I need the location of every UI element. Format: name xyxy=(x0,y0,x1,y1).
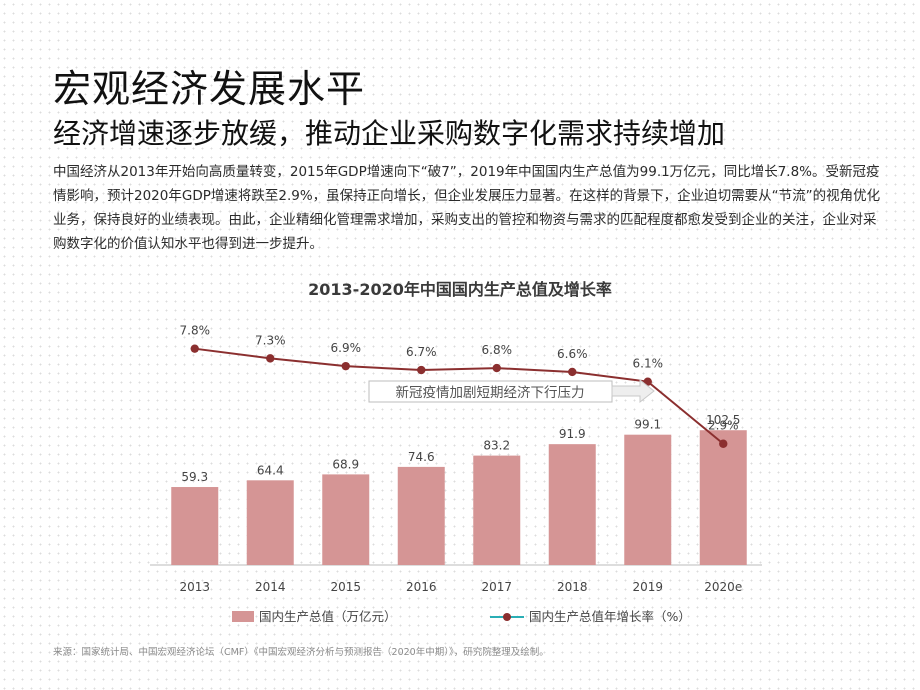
growth-label-2014: 7.3% xyxy=(255,333,286,347)
bar-2019 xyxy=(624,434,672,565)
x-tick-2019: 2019 xyxy=(632,580,663,594)
legend-bar-swatch xyxy=(232,611,254,622)
legend-line-label: 国内生产总值年增长率（%） xyxy=(529,609,691,624)
x-tick-2020e: 2020e xyxy=(704,580,742,594)
growth-point-2015 xyxy=(341,361,350,371)
bar-2013 xyxy=(171,487,219,565)
growth-label-2015: 6.9% xyxy=(331,341,362,355)
growth-point-2020e xyxy=(719,439,728,448)
x-tick-2015: 2015 xyxy=(330,580,361,594)
growth-point-2019 xyxy=(643,377,652,386)
legend-bar-label: 国内生产总值（万亿元） xyxy=(259,609,397,624)
bar-label-2013: 59.3 xyxy=(181,470,208,484)
growth-label-2019: 6.1% xyxy=(633,357,664,371)
growth-rate-line xyxy=(194,347,724,445)
x-tick-2018: 2018 xyxy=(557,580,588,594)
chart-title: 2013-2020年中国国内生产总值及增长率 xyxy=(308,280,612,299)
x-tick-2017: 2017 xyxy=(481,580,512,594)
bar-2018 xyxy=(548,444,596,565)
growth-point-2016 xyxy=(417,365,426,375)
growth-label-2016: 6.7% xyxy=(406,345,437,359)
bar-2016 xyxy=(397,466,445,565)
body-paragraph: 中国经济从2013年开始向高质量转变，2015年GDP增速向下“破7”，2019… xyxy=(53,164,881,252)
page-title: 宏观经济发展水平 xyxy=(53,67,366,111)
x-tick-2013: 2013 xyxy=(179,580,210,594)
growth-point-2013 xyxy=(190,344,199,353)
bar-label-2018: 91.9 xyxy=(559,427,586,441)
annotation-text: 新冠疫情加剧短期经济下行压力 xyxy=(396,385,585,401)
legend-line-marker xyxy=(503,613,511,621)
growth-point-2014 xyxy=(266,354,275,363)
bar-2014 xyxy=(246,480,294,565)
bar-label-2017: 83.2 xyxy=(483,439,510,453)
bar-label-2020e: 102.5 xyxy=(706,413,740,427)
growth-label-2018: 6.6% xyxy=(557,347,588,361)
growth-point-2017 xyxy=(492,363,501,373)
bar-2017 xyxy=(473,455,521,565)
bar-2015 xyxy=(322,474,370,565)
x-tick-2014: 2014 xyxy=(255,580,286,594)
source-note: 来源：国家统计局、中国宏观经济论坛（CMF）《中国宏观经济分析与预测报告（202… xyxy=(53,647,549,658)
bar-label-2016: 74.6 xyxy=(408,450,435,464)
page-subtitle: 经济增速逐步放缓，推动企业采购数字化需求持续增加 xyxy=(53,117,726,150)
growth-label-2013: 7.8% xyxy=(180,324,211,338)
annotation-arrow xyxy=(611,378,655,404)
bar-label-2015: 68.9 xyxy=(332,457,359,471)
bar-label-2019: 99.1 xyxy=(634,418,661,432)
bar-label-2014: 64.4 xyxy=(257,463,284,477)
growth-label-2017: 6.8% xyxy=(482,343,513,357)
bar-2020e xyxy=(699,430,747,565)
growth-label-2020e: 2.9% xyxy=(708,419,739,433)
growth-point-2018 xyxy=(568,367,577,377)
x-tick-2016: 2016 xyxy=(406,580,437,594)
